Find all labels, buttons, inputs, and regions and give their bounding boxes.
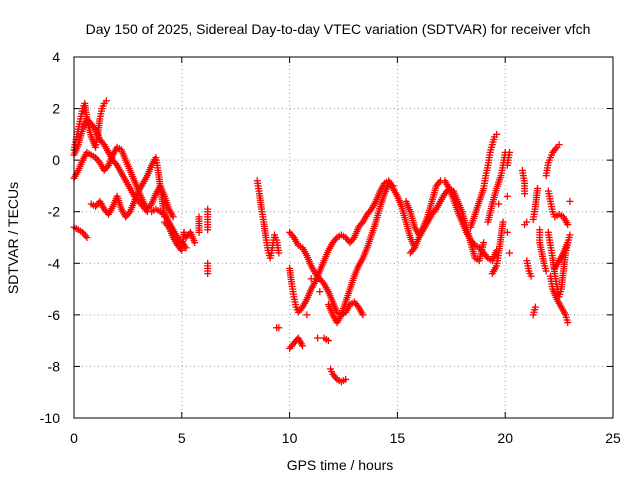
data-point [503,228,511,236]
y-tick-label: -2 [48,204,61,220]
data-point [531,303,539,311]
data-point [83,234,91,241]
data-point [275,324,283,332]
data-point [555,141,563,149]
x-axis-label: GPS time / hours [287,457,394,473]
data-point [191,239,199,247]
x-tick-label: 15 [390,430,406,446]
data-point [527,272,535,280]
data-point [314,334,322,342]
data-point [503,192,511,200]
data-point [324,337,332,345]
data-point [534,185,542,193]
y-tick-label: 4 [52,49,60,65]
data-point [566,197,574,205]
x-tick-label: 20 [497,430,513,446]
data-point [506,249,514,257]
data-point [389,182,397,190]
y-tick-label: 0 [52,152,60,168]
y-tick-label: -6 [48,307,61,323]
y-axis-label: SDTVAR / TECUs [5,182,21,294]
chart-title: Day 150 of 2025, Sidereal Day-to-day VTE… [86,21,591,37]
data-point [275,249,283,257]
y-tick-label: -8 [48,358,61,374]
data-point [564,221,572,229]
y-tick-label: -4 [48,255,61,271]
data-point [303,311,311,319]
data-point [493,130,501,138]
data-point [523,218,531,226]
data-point [542,267,550,275]
data-point [195,228,203,236]
data-point [102,97,110,105]
plot-frame [73,56,614,419]
data-point [204,270,212,278]
data-point [499,218,507,226]
y-tick-label: 2 [52,101,60,117]
data-point [564,239,572,247]
data-point [204,226,212,234]
data-point [566,231,574,239]
x-tick-label: 25 [605,430,621,446]
data-point [495,200,503,208]
data-point [316,288,324,296]
x-tick-label: 10 [282,430,298,446]
x-tick-label: 5 [178,430,186,446]
data-point [169,213,177,221]
data-point [521,190,529,198]
data-point [506,148,514,156]
x-tick-label: 0 [70,430,78,446]
data-point [307,275,315,283]
y-tick-label: -10 [40,410,60,426]
data-point [564,319,572,327]
data-point [480,239,488,247]
data-points [70,97,574,386]
data-point [299,342,307,350]
data-point [342,375,350,383]
data-point [359,311,367,319]
